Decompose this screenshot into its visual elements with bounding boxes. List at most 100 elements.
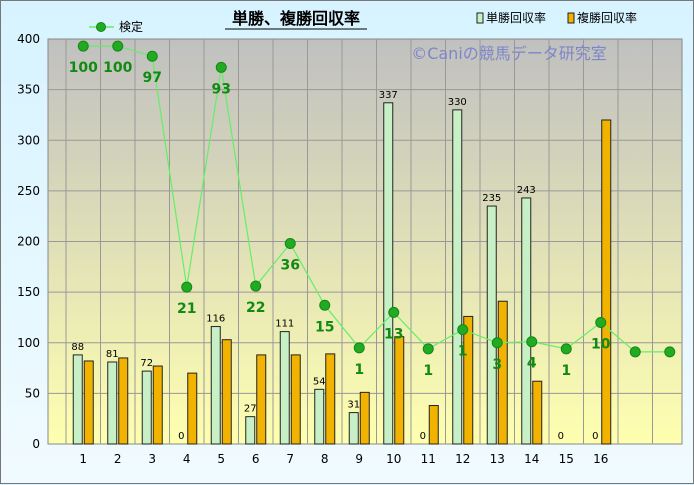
win-bar <box>348 412 359 445</box>
x-tick-label: 15 <box>559 452 574 466</box>
y-tick-label: 250 <box>17 184 40 198</box>
check-point <box>388 306 400 318</box>
legend-place-swatch <box>567 12 575 24</box>
win-bar <box>314 388 325 445</box>
win-bar-label: 116 <box>206 314 225 325</box>
check-point <box>353 342 365 354</box>
x-tick-label: 16 <box>593 452 608 466</box>
win-bar-label: 0 <box>420 431 426 442</box>
win-bar <box>383 102 394 445</box>
legend: 検定 単勝回収率 複勝回収率 <box>89 10 637 34</box>
check-label: 15 <box>315 319 334 335</box>
check-point <box>664 346 676 358</box>
watermark: ©Caniの競馬データ研究室 <box>411 44 607 63</box>
check-point <box>560 343 572 355</box>
check-point <box>112 40 124 52</box>
place-bar <box>359 391 370 445</box>
win-bar-label: 0 <box>178 431 184 442</box>
win-bar <box>245 416 256 445</box>
x-tick-label: 11 <box>421 452 436 466</box>
check-label: 1 <box>354 362 364 378</box>
place-bar <box>497 300 508 445</box>
legend-win-label: 単勝回収率 <box>486 10 546 25</box>
win-bar-label: 81 <box>106 349 119 360</box>
legend-win-swatch <box>476 12 484 24</box>
place-bar <box>118 357 129 445</box>
check-point <box>146 50 158 62</box>
win-bar <box>521 197 532 445</box>
win-bar <box>452 109 463 445</box>
y-tick-label: 400 <box>17 32 40 46</box>
win-bar-label: 0 <box>558 431 564 442</box>
x-tick-label: 14 <box>524 452 539 466</box>
x-tick-label: 12 <box>455 452 470 466</box>
chart-title: 単勝、複勝回収率 <box>232 9 360 28</box>
check-label: 22 <box>246 300 265 316</box>
win-bar <box>107 361 118 445</box>
win-bar-label: 27 <box>244 404 257 415</box>
check-label: 100 <box>103 60 132 76</box>
win-bar-label: 72 <box>140 358 153 369</box>
win-bar-label: 31 <box>347 400 360 411</box>
check-point <box>181 281 193 293</box>
check-point <box>250 280 262 292</box>
x-tick-label: 3 <box>148 452 156 466</box>
check-label: 10 <box>591 337 611 353</box>
win-bar-label: 0 <box>592 431 598 442</box>
y-tick-label: 0 <box>32 437 40 451</box>
gridlines <box>48 39 682 444</box>
place-bar <box>463 315 474 445</box>
check-point <box>215 61 227 73</box>
place-bar <box>601 119 612 445</box>
win-bar-label: 243 <box>517 185 536 196</box>
y-tick-label: 100 <box>17 336 40 350</box>
y-tick-label: 150 <box>17 285 40 299</box>
x-tick-label: 4 <box>183 452 191 466</box>
win-bar-label: 54 <box>313 376 326 387</box>
check-point <box>284 238 296 250</box>
win-bar <box>210 326 221 445</box>
win-bar <box>486 205 497 445</box>
win-bar <box>72 354 83 445</box>
x-tick-label: 6 <box>252 452 260 466</box>
check-label: 1 <box>561 363 571 379</box>
y-tick-label: 350 <box>17 83 40 97</box>
place-bar <box>394 336 405 445</box>
check-polyline <box>83 45 670 353</box>
win-bar-label: 330 <box>448 97 467 108</box>
place-bar <box>428 405 439 445</box>
win-bar <box>279 331 290 445</box>
y-tick-label: 200 <box>17 235 40 249</box>
x-tick-label: 8 <box>321 452 329 466</box>
check-label: 100 <box>69 60 98 76</box>
x-tick-label: 13 <box>490 452 505 466</box>
check-point <box>77 40 89 52</box>
check-label: 1 <box>423 363 433 379</box>
legend-check-label: 検定 <box>119 19 143 34</box>
place-bar <box>325 353 336 445</box>
win-bar-label: 111 <box>275 319 294 330</box>
check-label: 13 <box>384 326 403 342</box>
x-tick-label: 7 <box>286 452 294 466</box>
y-tick-label: 300 <box>17 133 40 147</box>
check-point <box>526 336 538 348</box>
win-bar <box>141 370 152 445</box>
check-label: 3 <box>492 357 502 373</box>
place-bar <box>532 380 543 445</box>
check-point <box>491 337 503 349</box>
x-axis: 1 2 3 4 5 6 7 8 9 10 11 12 13 14 15 16 <box>79 452 608 466</box>
check-label: 36 <box>281 258 300 274</box>
legend-check-marker <box>96 22 106 32</box>
x-tick-label: 1 <box>79 452 87 466</box>
place-bar <box>152 365 163 445</box>
legend-place-label: 複勝回収率 <box>577 10 637 25</box>
check-label: 93 <box>212 81 231 97</box>
check-point <box>595 317 607 328</box>
place-bar <box>256 354 267 445</box>
check-label: 21 <box>177 301 196 317</box>
place-bar <box>290 354 301 445</box>
